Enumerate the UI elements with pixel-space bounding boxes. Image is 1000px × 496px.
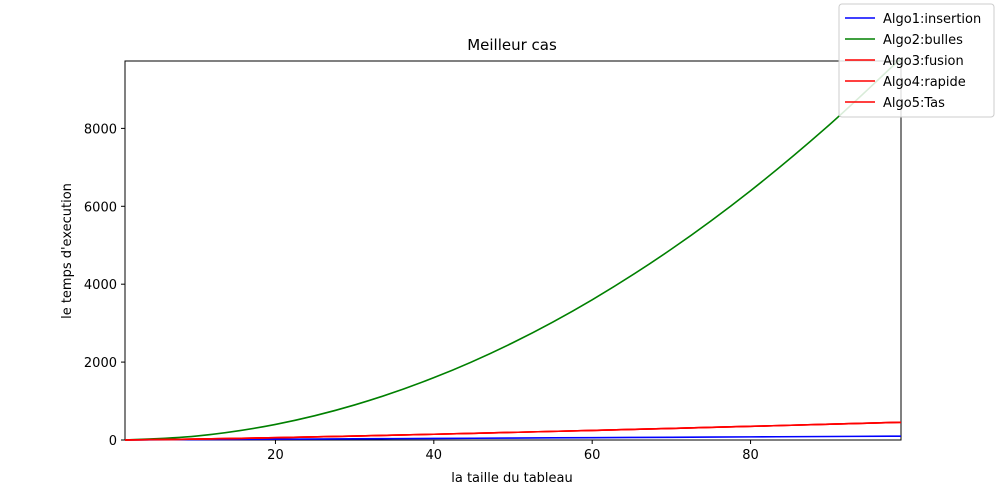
x-tick-label: 60: [584, 448, 601, 463]
legend-box: [838, 3, 995, 118]
y-tick-label: 6000: [84, 200, 117, 215]
legend: Algo1:insertion Algo2:bulles Algo3:fusion A…: [838, 3, 995, 118]
y-tick-label: 2000: [84, 356, 117, 371]
x-tick-label: 40: [426, 448, 443, 463]
series-line-1: [124, 435, 902, 441]
y-axis: 0 2000 4000 6000 8000: [84, 122, 125, 449]
chart-title: Meilleur cas: [467, 36, 557, 54]
legend-label: Algo3:fusion: [883, 54, 964, 69]
legend-label: Algo2:bulles: [883, 33, 963, 48]
series-line-2: [124, 57, 902, 441]
legend-label: Algo1:insertion: [883, 12, 981, 27]
y-tick-label: 4000: [84, 278, 117, 293]
series-line-5: [124, 421, 902, 441]
x-tick-label: 80: [742, 448, 759, 463]
x-axis: 20 40 60 80: [267, 440, 759, 463]
legend-label: Algo4:rapide: [883, 75, 966, 90]
plot-frame: [124, 60, 902, 441]
x-tick-label: 20: [267, 448, 284, 463]
x-axis-title: la taille du tableau: [451, 471, 573, 486]
y-axis-title: le temps d'execution: [60, 183, 75, 319]
legend-label: Algo5:Tas: [883, 96, 945, 111]
y-tick-label: 0: [109, 434, 117, 449]
series-layer: [124, 57, 902, 441]
y-tick-label: 8000: [84, 122, 117, 137]
